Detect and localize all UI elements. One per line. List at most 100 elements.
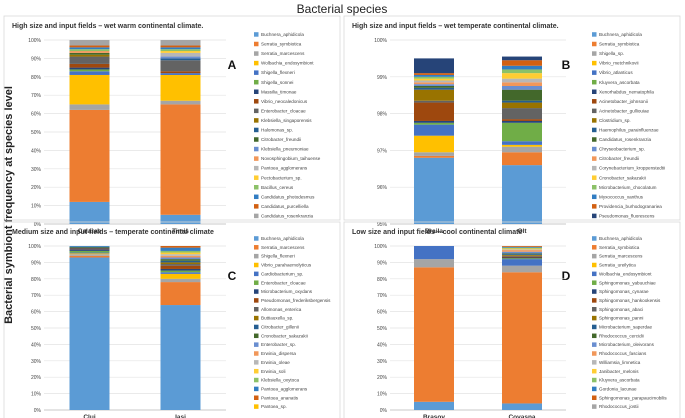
legend-label: Vibrio_metchnikovii [599, 61, 639, 66]
legend-swatch [592, 194, 597, 200]
legend-swatch [592, 395, 597, 400]
bar-segment-C-Cluj-Shigella_flexneri [69, 254, 110, 256]
legend-label: Pantoea_agglomerans [261, 386, 308, 391]
legend-swatch [254, 386, 259, 392]
bar-segment-C-Iasi-Pantoea_ananatis [160, 246, 201, 248]
legend-label: Bacillus_cereus [261, 185, 294, 190]
legend-swatch [592, 137, 597, 142]
legend-swatch [254, 360, 259, 365]
legend-label: Serratia_symbiotica [261, 42, 302, 47]
legend-swatch [592, 368, 597, 374]
legend-swatch [254, 60, 259, 66]
bar-segment-B-Olt-Xenorhabdus_nematophila [502, 120, 542, 123]
panel-letter-C: C [228, 269, 237, 283]
bar-segment-C-Cluj-Serratia_marcescens [69, 255, 110, 258]
legend-label: Candidatus_purcelliella [261, 204, 309, 209]
legend-swatch [592, 51, 597, 56]
legend-swatch [592, 213, 597, 219]
legend-swatch [592, 253, 597, 259]
legend-swatch [254, 70, 259, 75]
legend-swatch [254, 280, 259, 285]
y-tick-label: 20% [31, 185, 42, 191]
legend-swatch [254, 165, 259, 171]
bar-segment-A-Calaras-Candidatus_photodesmus [69, 47, 110, 50]
legend-swatch [592, 204, 597, 209]
legend-label: Novosphingobium_taihuense [261, 156, 321, 161]
legend-label: Gordonia_lacunae [599, 386, 637, 391]
legend-swatch [254, 315, 259, 321]
legend-label: Allomonas_enterica [261, 307, 302, 312]
legend-swatch [592, 127, 597, 133]
legend-label: Vibrio_atlanticus [599, 70, 633, 75]
bar-segment-C-Cluj-Cardiobacterium_sp. [69, 252, 110, 254]
legend-swatch [254, 236, 259, 241]
legend-swatch [254, 89, 259, 94]
legend-label: Candidatus_rosenkranzia [599, 137, 652, 142]
legend-swatch [592, 89, 597, 94]
y-tick-label: 50% [377, 326, 388, 332]
legend-label: Serratia_ureilytica [599, 263, 636, 268]
legend-swatch [592, 324, 597, 330]
bar-segment-B-Braila-Xenorhabdus_nematophila [414, 120, 454, 123]
legend-label: Buchnera_aphidicola [599, 32, 642, 37]
legend-label: Pantoea_sp. [261, 404, 287, 409]
legend-label: Erwinia_oleae [261, 360, 290, 365]
bar-segment-B-Olt-Pseudomonas_fluorescens [502, 56, 542, 61]
bar-segment-C-Iasi-Erwinia_oleae [160, 254, 201, 256]
bar-segment-B-Braila-Haemophilus_parainfluenzae [414, 87, 454, 90]
legend-label: Pseudomonas_frederiksbergensis [261, 298, 331, 303]
bar-segment-B-Braila-Vibrio_metchnikovii [414, 135, 454, 153]
panel-letter-A: A [228, 58, 237, 72]
y-tick-label: 80% [377, 277, 388, 283]
legend-label: Shigella_flexneri [261, 254, 295, 259]
y-tick-label: 90% [377, 260, 388, 266]
legend-swatch [254, 253, 259, 259]
legend-label: Microbacterium_oxydans [261, 289, 313, 294]
legend-swatch [254, 213, 259, 219]
legend-label: Janibacter_melonis [599, 369, 639, 374]
bar-segment-B-Braila-Clostridium_sp. [414, 89, 454, 101]
legend-label: Serratia_symbiotica [599, 245, 640, 250]
legend-swatch [592, 108, 597, 114]
legend-label: Williamsia_limnetica [599, 360, 641, 365]
bar-segment-D-Covasna-Janibacter_melonis [502, 248, 542, 250]
legend-swatch [592, 342, 597, 347]
bar-segment-C-Iasi-Erwinia_soli [160, 252, 201, 255]
legend-swatch [592, 146, 597, 152]
legend-label: Pectobacterium_sp. [261, 175, 302, 180]
legend-label: Rhodococcus_fascians [599, 351, 647, 356]
x-tick-label: Calaras [78, 228, 102, 235]
y-tick-label: 10% [31, 392, 42, 398]
bar-segment-C-Iasi-Shigella_flexneri [160, 278, 201, 283]
x-tick-label: Iasi [175, 414, 186, 418]
legend-label: Candidatus_rosenkranzia [261, 213, 314, 218]
legend-swatch [592, 156, 597, 161]
bar-segment-A-Timis-Klebsiella_pneumoniae [160, 56, 201, 59]
legend-swatch [592, 70, 597, 75]
legend-label: Buchnera_aphidicola [261, 236, 304, 241]
y-tick-label: 20% [377, 375, 388, 381]
legend-label: Sphingomonas_panni [599, 316, 643, 321]
y-tick-label: 100% [28, 38, 41, 44]
bar-segment-D-Covasna-Sphingomonas_parapaucimobilis [502, 246, 542, 247]
x-tick-label: Brasov [423, 414, 445, 418]
bar-segment-C-Cluj-Enterobacter_cloacae [69, 250, 110, 253]
legend-swatch [592, 60, 597, 66]
y-tick-label: 30% [31, 359, 42, 365]
bar-segment-C-Cluj-Microbacterium_oxydans [69, 249, 110, 251]
legend-label: Rhodococcus_jostii [599, 404, 639, 409]
legend-label: Halomonas_sp. [261, 128, 293, 133]
bar-segment-A-Timis-Wolbachia_endosymbiont [160, 74, 201, 101]
y-tick-label: 100% [374, 244, 387, 250]
legend-label: Microbacterium_oleivorans [599, 342, 655, 347]
panel-frame-C [3, 221, 341, 418]
bar-segment-B-Braila-Acinetobacter_gulliouiae [414, 100, 454, 103]
legend-label: Serratia_marcescens [599, 254, 643, 259]
legend-label: Klebsiella_singaporensis [261, 118, 312, 123]
bar-segment-A-Calaras-Bacillus_cereus [69, 49, 110, 52]
bar-segment-B-Braila-Serratia_symbiotica [414, 155, 454, 158]
bar-segment-B-Braila-Providencia_burhodogranariea [414, 73, 454, 75]
bar-segment-B-Braila-Candidatus_rosenkranzia [414, 86, 454, 88]
legend-label: Xenorhabdus_nematophila [599, 89, 654, 94]
legend-swatch [254, 351, 259, 356]
